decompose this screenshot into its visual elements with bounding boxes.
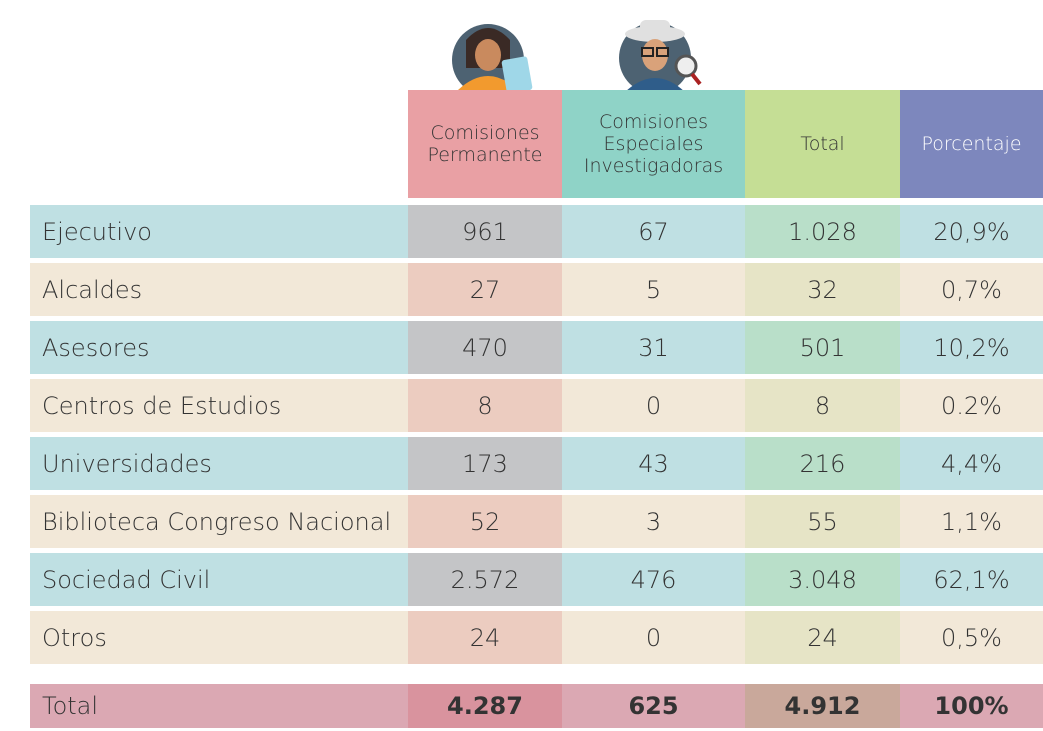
row-label: Universidades	[30, 437, 408, 490]
cell: 476	[562, 553, 745, 606]
cell: 0	[562, 611, 745, 664]
cell: 470	[408, 321, 562, 374]
cell: 43	[562, 437, 745, 490]
cell: 2.572	[408, 553, 562, 606]
row-label: Biblioteca Congreso Nacional	[30, 495, 408, 548]
avatar-woman	[452, 24, 533, 96]
cell: 961	[408, 205, 562, 258]
cell: 24	[408, 611, 562, 664]
cell: 501	[745, 321, 900, 374]
cell: 0.2%	[900, 379, 1043, 432]
total-cell: 625	[562, 684, 745, 728]
cell: 3	[562, 495, 745, 548]
cell: 10,2%	[900, 321, 1043, 374]
total-label: Total	[30, 684, 408, 728]
cell: 0	[562, 379, 745, 432]
cell: 0,7%	[900, 263, 1043, 316]
cell: 62,1%	[900, 553, 1043, 606]
row-label: Asesores	[30, 321, 408, 374]
cell: 31	[562, 321, 745, 374]
cell: 67	[562, 205, 745, 258]
cell: 55	[745, 495, 900, 548]
column-header: Total	[745, 90, 900, 198]
cell: 1,1%	[900, 495, 1043, 548]
cell: 5	[562, 263, 745, 316]
column-header: Comisiones Permanente	[408, 90, 562, 198]
row-label: Centros de Estudios	[30, 379, 408, 432]
avatars	[0, 0, 1043, 100]
total-cell: 4.287	[408, 684, 562, 728]
cell: 3.048	[745, 553, 900, 606]
row-label: Otros	[30, 611, 408, 664]
cell: 1.028	[745, 205, 900, 258]
cell: 8	[745, 379, 900, 432]
cell: 216	[745, 437, 900, 490]
column-header: Comisiones Especiales Investigadoras	[562, 90, 745, 198]
row-label: Ejecutivo	[30, 205, 408, 258]
cell: 0,5%	[900, 611, 1043, 664]
row-label: Sociedad Civil	[30, 553, 408, 606]
cell: 24	[745, 611, 900, 664]
cell: 52	[408, 495, 562, 548]
cell: 173	[408, 437, 562, 490]
cell: 20,9%	[900, 205, 1043, 258]
total-cell: 100%	[900, 684, 1043, 728]
total-cell: 4.912	[745, 684, 900, 728]
column-header: Porcentaje	[900, 90, 1043, 198]
row-label: Alcaldes	[30, 263, 408, 316]
cell: 32	[745, 263, 900, 316]
cell: 8	[408, 379, 562, 432]
page: Comisiones PermanenteComisiones Especial…	[0, 0, 1043, 731]
avatar-man	[619, 20, 700, 94]
cell: 4,4%	[900, 437, 1043, 490]
cell: 27	[408, 263, 562, 316]
